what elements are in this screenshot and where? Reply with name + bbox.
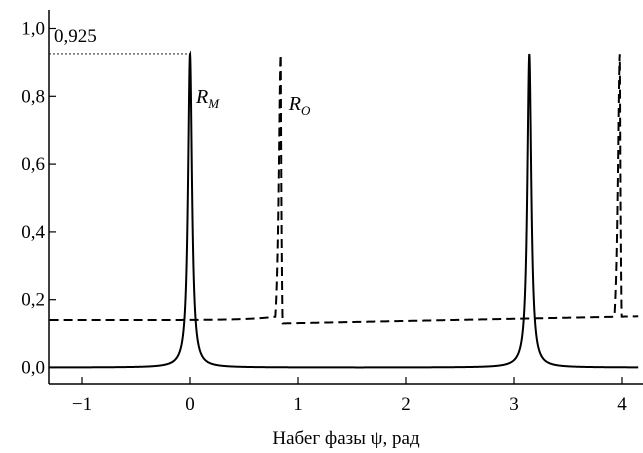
plot-area: 0,925 RM RO [49, 26, 639, 369]
y-axis-ticks: 0,0 0,2 0,4 0,6 0,8 1,0 [21, 19, 56, 379]
y-tick-label: 0,4 [21, 222, 45, 243]
y-tick-label: 0,6 [21, 154, 45, 175]
annotation-label: 0,925 [54, 26, 97, 47]
y-tick-label: 0,0 [21, 358, 45, 379]
series-ro-line [49, 54, 639, 325]
y-tick-label: 0,8 [21, 86, 45, 107]
x-axis-title: Набег фазы ψ, рад [272, 428, 420, 449]
series-label-rm: RM [195, 86, 220, 111]
series-rm-line [49, 50, 639, 369]
axes-frame [48, 10, 643, 385]
x-tick-label: −1 [72, 394, 92, 415]
series-group [49, 50, 639, 369]
x-axis-ticks: −1 0 1 2 3 4 [72, 377, 627, 415]
y-tick-label: 0,2 [21, 290, 45, 311]
x-tick-label: 4 [617, 394, 627, 415]
x-tick-label: 2 [401, 394, 411, 415]
x-tick-label: 1 [293, 394, 303, 415]
series-label-ro: RO [288, 93, 311, 118]
y-tick-label: 1,0 [21, 19, 45, 40]
x-tick-label: 3 [509, 394, 519, 415]
x-tick-label: 0 [185, 394, 195, 415]
